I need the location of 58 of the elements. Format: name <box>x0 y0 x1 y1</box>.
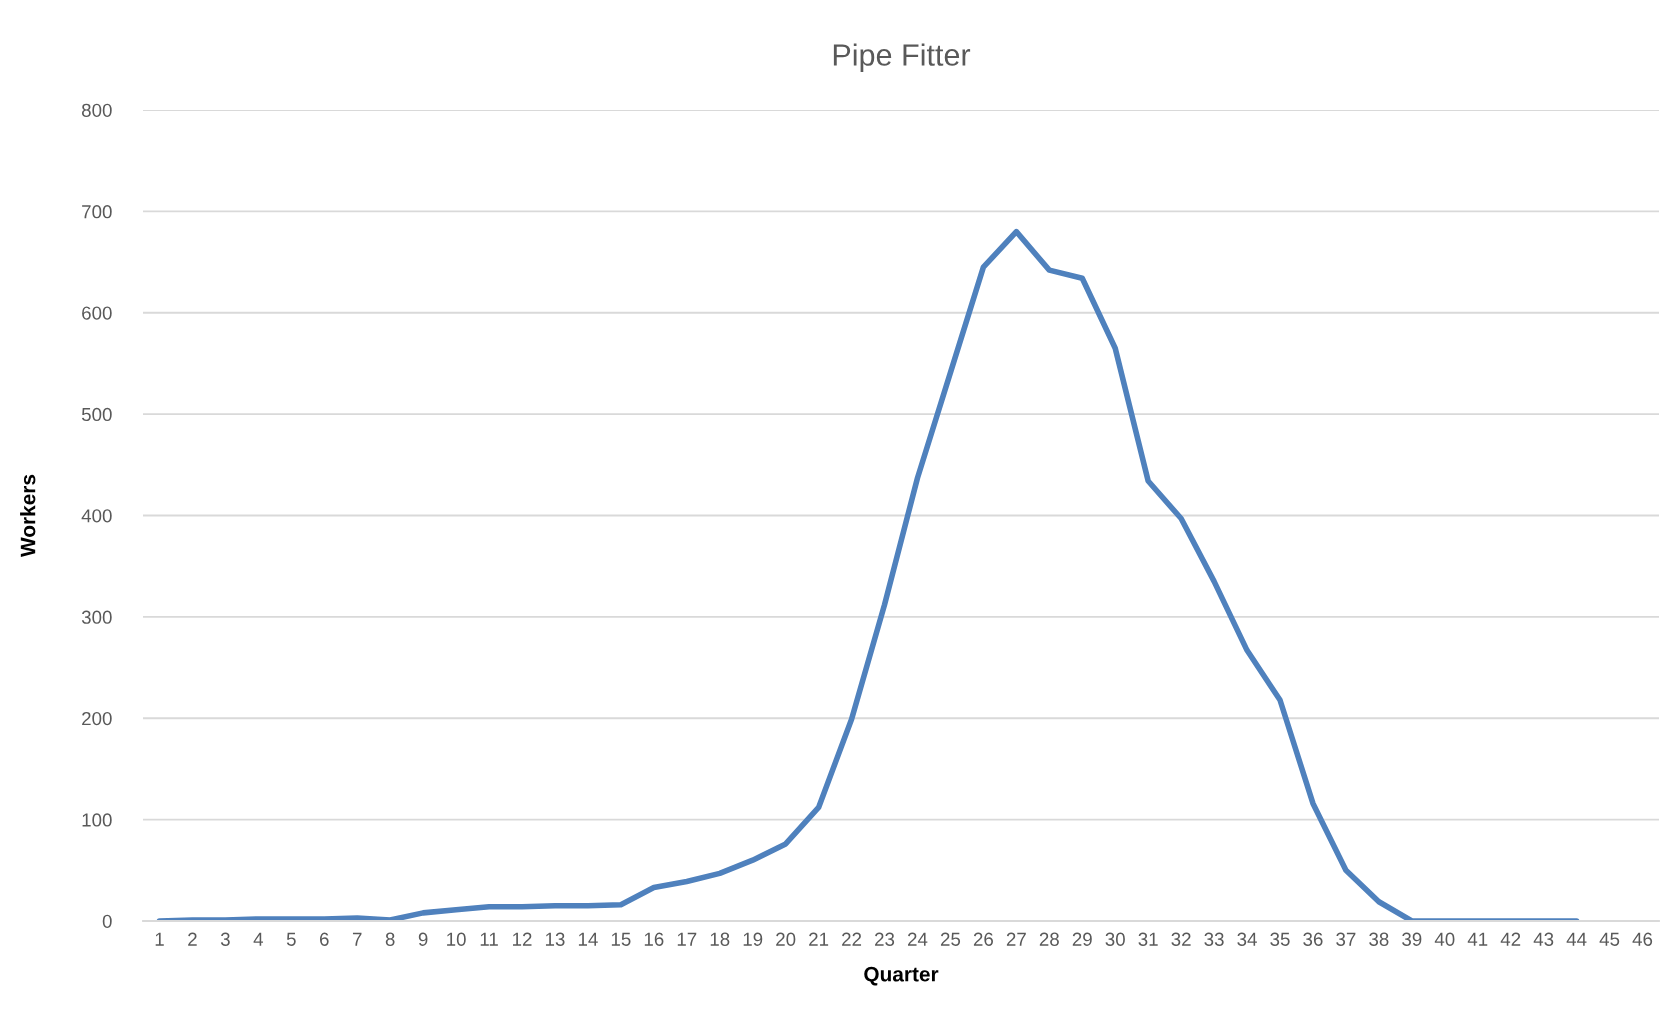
x-tick-label: 22 <box>842 932 862 946</box>
x-tick-label: 42 <box>1500 932 1521 946</box>
y-tick-label: 500 <box>81 407 112 422</box>
x-tick-label: 30 <box>1105 932 1125 946</box>
x-tick-label: 37 <box>1336 932 1356 946</box>
x-tick-label: 26 <box>973 932 993 946</box>
x-tick-label: 20 <box>776 932 796 946</box>
x-tick-label: 19 <box>743 932 763 946</box>
x-tick-label: 12 <box>513 932 532 946</box>
x-tick-label: 7 <box>352 932 362 946</box>
x-tick-label: 10 <box>447 932 466 946</box>
x-tick-label: 15 <box>611 932 631 946</box>
x-tick-label: 2 <box>188 932 197 946</box>
chart-title: Pipe Fitter <box>833 43 971 72</box>
x-tick-label: 27 <box>1006 932 1026 946</box>
x-tick-label: 36 <box>1303 932 1323 946</box>
x-tick-label: 11 <box>480 932 498 946</box>
x-tick-label: 8 <box>385 932 395 946</box>
x-tick-label: 4 <box>253 932 264 946</box>
x-tick-label: 1 <box>155 932 164 946</box>
y-tick-label: 200 <box>82 711 112 726</box>
x-tick-label: 24 <box>907 932 928 946</box>
x-tick-label: 5 <box>286 932 296 946</box>
x-tick-label: 18 <box>710 932 730 946</box>
x-tick-label: 16 <box>644 932 664 946</box>
y-tick-label: 0 <box>102 914 112 928</box>
x-tick-label: 21 <box>809 932 829 946</box>
y-tick-label: 300 <box>81 610 112 624</box>
y-tick-label: 600 <box>82 306 112 320</box>
y-tick-label: 100 <box>82 813 112 827</box>
x-tick-label: 17 <box>677 932 697 946</box>
x-tick-label: 29 <box>1072 932 1092 946</box>
x-tick-label: 45 <box>1599 932 1620 946</box>
x-tick-label: 31 <box>1138 932 1158 946</box>
x-tick-label: 28 <box>1039 932 1059 946</box>
x-tick-label: 23 <box>875 932 895 946</box>
x-tick-label: 14 <box>578 932 598 946</box>
y-tick-label: 800 <box>81 103 112 117</box>
x-tick-label: 43 <box>1533 932 1554 946</box>
x-tick-label: 3 <box>220 932 230 946</box>
x-tick-label: 13 <box>545 932 565 946</box>
x-tick-label: 34 <box>1237 932 1257 946</box>
x-tick-label: 35 <box>1270 932 1290 946</box>
x-axis-title: Quarter <box>864 966 939 986</box>
x-tick-label: 40 <box>1434 932 1455 946</box>
x-tick-label: 32 <box>1171 932 1191 946</box>
x-tick-label: 6 <box>320 932 329 946</box>
x-tick-label: 39 <box>1402 932 1422 946</box>
x-tick-label: 25 <box>940 932 961 946</box>
x-tick-label: 44 <box>1566 932 1587 946</box>
x-tick-label: 38 <box>1369 932 1389 946</box>
x-tick-label: 41 <box>1467 932 1488 946</box>
x-tick-label: 9 <box>418 932 428 946</box>
y-axis-title: Workers <box>20 474 36 557</box>
y-tick-label: 700 <box>82 205 112 219</box>
y-tick-label: 400 <box>81 509 112 523</box>
x-tick-label: 46 <box>1632 932 1653 946</box>
x-tick-label: 33 <box>1204 932 1224 946</box>
